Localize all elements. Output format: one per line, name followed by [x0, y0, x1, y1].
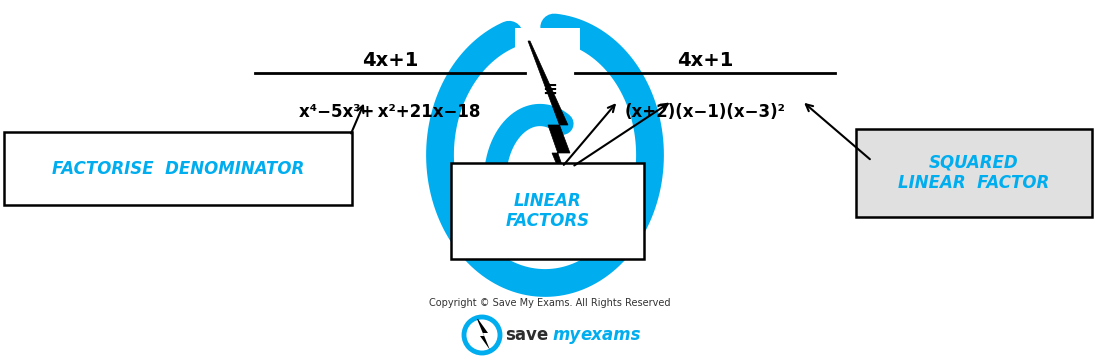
- Polygon shape: [528, 41, 590, 245]
- Text: LINEAR
FACTORS: LINEAR FACTORS: [505, 192, 590, 231]
- FancyBboxPatch shape: [515, 28, 580, 73]
- Text: SQUARED
LINEAR  FACTOR: SQUARED LINEAR FACTOR: [899, 154, 1049, 192]
- Text: save: save: [505, 326, 548, 344]
- Text: ≡: ≡: [542, 81, 558, 99]
- FancyBboxPatch shape: [451, 163, 644, 259]
- Text: Copyright © Save My Exams. All Rights Reserved: Copyright © Save My Exams. All Rights Re…: [429, 298, 671, 308]
- FancyBboxPatch shape: [856, 129, 1092, 217]
- Text: FACTORISE  DENOMINATOR: FACTORISE DENOMINATOR: [52, 159, 304, 178]
- Text: x⁴−5x³+ x²+21x−18: x⁴−5x³+ x²+21x−18: [299, 103, 481, 121]
- Text: 4x+1: 4x+1: [362, 51, 418, 70]
- Text: (x+2)(x−1)(x−3)²: (x+2)(x−1)(x−3)²: [625, 103, 785, 121]
- Text: 4x+1: 4x+1: [676, 51, 734, 70]
- Text: my: my: [552, 326, 581, 344]
- FancyBboxPatch shape: [4, 132, 352, 205]
- Polygon shape: [477, 319, 490, 350]
- Text: exams: exams: [580, 326, 640, 344]
